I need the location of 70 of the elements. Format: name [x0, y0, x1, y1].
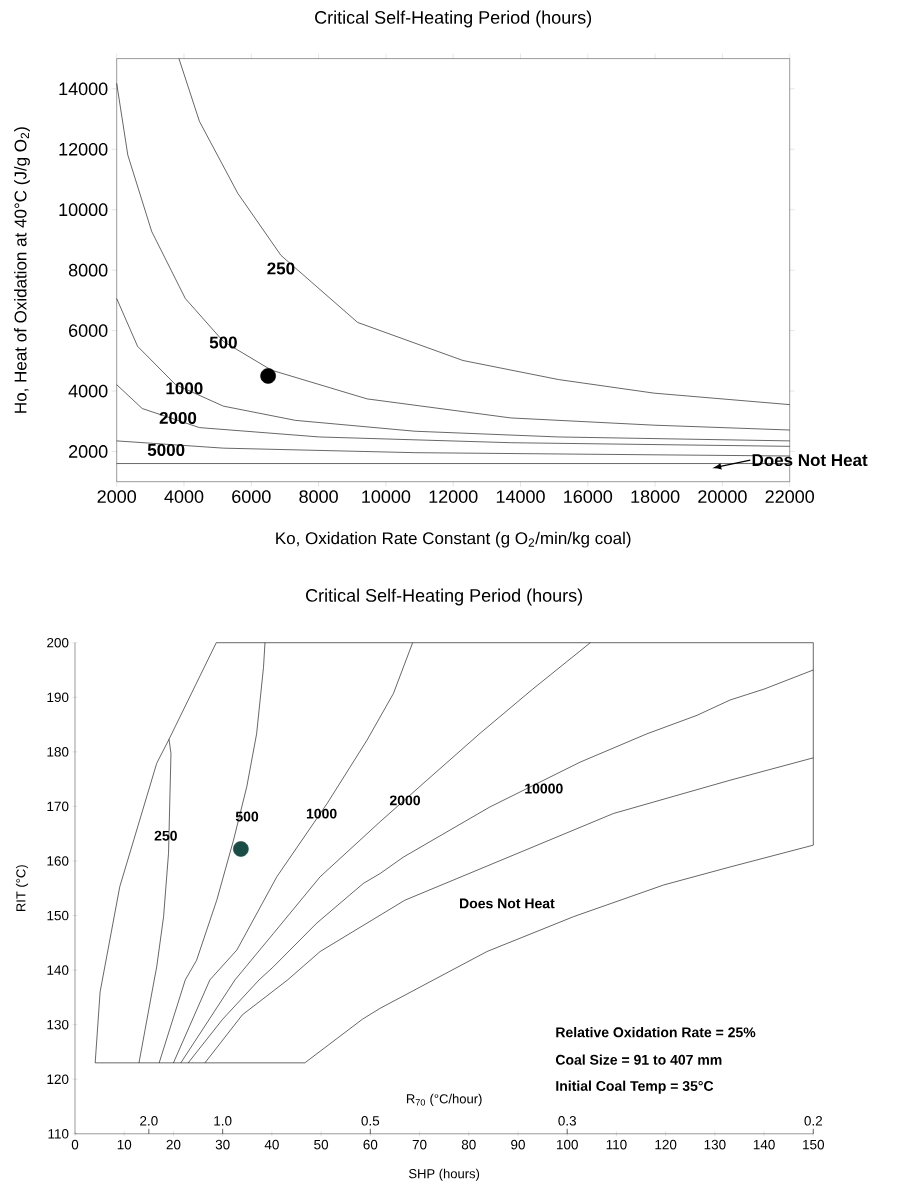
- x-tick-label: 140: [753, 1139, 775, 1150]
- x-tick-label: 8000: [299, 490, 338, 503]
- y-tick-label: 190: [47, 692, 69, 703]
- annotation: 0.3: [558, 1116, 576, 1126]
- y-tick-label: 130: [47, 1019, 69, 1030]
- annotation: 1.0: [214, 1116, 232, 1126]
- y-tick-label: 14000: [59, 82, 108, 96]
- y-tick-label: 12000: [59, 142, 108, 156]
- y-tick-label: 200: [47, 637, 69, 648]
- annotation: 2.0: [140, 1116, 158, 1126]
- x-tick-label: 10: [117, 1139, 132, 1150]
- y-tick-label: 2000: [69, 445, 108, 458]
- x-tick-label: 20: [166, 1139, 181, 1150]
- x-tick-label: 14000: [496, 490, 545, 503]
- x-tick-label: 0: [71, 1139, 79, 1150]
- x-tick-label: 10000: [362, 490, 411, 503]
- x-tick-label: 2000: [97, 490, 137, 503]
- series-label: 500: [235, 811, 259, 822]
- y-tick-label: 6000: [69, 324, 108, 337]
- x-tick-label: 90: [511, 1139, 525, 1150]
- series-label: 1000: [306, 808, 337, 819]
- x-tick-label: 30: [215, 1139, 230, 1150]
- y-axis-title: RIT (°C): [15, 865, 29, 912]
- x-tick-label: 70: [412, 1139, 427, 1150]
- series-label: 2000: [159, 411, 197, 424]
- series-label: 2000: [389, 795, 421, 806]
- x-tick-label: 6000: [232, 490, 271, 503]
- x-tick-label: 20000: [698, 490, 747, 503]
- series-label: 250: [267, 262, 295, 275]
- y-tick-label: 150: [47, 910, 69, 921]
- x-tick-label: 100: [556, 1139, 578, 1150]
- x-tick-label: 4000: [164, 490, 204, 503]
- x-tick-label: 22000: [765, 490, 815, 503]
- x-tick-label: 80: [461, 1139, 476, 1150]
- x-tick-label: 120: [655, 1139, 677, 1150]
- y-tick-label: 8000: [68, 263, 108, 277]
- y-tick-label: 180: [47, 747, 69, 757]
- x-tick-label: 50: [314, 1139, 329, 1150]
- x-tick-label: 16000: [564, 490, 613, 503]
- annotation: Relative Oxidation Rate = 25%: [556, 1026, 756, 1038]
- annotation: 0.5: [361, 1116, 380, 1126]
- annotation: Does Not Heat: [460, 898, 555, 909]
- x-tick-label: 40: [264, 1139, 279, 1150]
- y-tick-label: 120: [47, 1074, 69, 1084]
- x-tick-label: 60: [363, 1139, 378, 1150]
- x-tick-label: 110: [606, 1139, 627, 1150]
- chart-title: Critical Self-Heating Period (hours): [306, 588, 583, 606]
- x-tick-label: 150: [803, 1139, 825, 1150]
- series-label: 250: [154, 830, 177, 841]
- x-axis-title: SHP (hours): [408, 1168, 480, 1181]
- series-label: 500: [209, 336, 237, 349]
- annotation: Coal Size = 91 to 407 mm: [555, 1054, 722, 1065]
- x-tick-label: 130: [704, 1139, 726, 1150]
- y-tick-label: 160: [47, 856, 69, 866]
- annotation: Initial Coal Temp = 35°C: [556, 1080, 714, 1094]
- annotation: 0.2: [804, 1116, 823, 1126]
- y-tick-label: 4000: [68, 384, 108, 398]
- series-label: 10000: [525, 783, 563, 794]
- y-tick-label: 10000: [59, 203, 108, 217]
- y-tick-label: 170: [47, 801, 69, 812]
- x-tick-label: 18000: [631, 490, 680, 503]
- y-axis-title: Ho, Heat of Oxidation at 40°C (J/g O$_{2}$): [14, 127, 30, 413]
- x-tick-label: 12000: [429, 490, 478, 503]
- chart-title: Critical Self-Heating Period (hours): [315, 10, 592, 28]
- y-tick-label: 140: [47, 965, 69, 975]
- x2-axis-title: R$_{70}$ (°C/hour): [406, 1093, 482, 1106]
- x-axis-title: Ko, Oxidation Rate Constant (g O$_{2}$/min/kg coal): [276, 531, 631, 548]
- series-label: 1000: [166, 382, 203, 395]
- y-tick-label: 110: [48, 1129, 69, 1139]
- series-label: 5000: [147, 443, 185, 456]
